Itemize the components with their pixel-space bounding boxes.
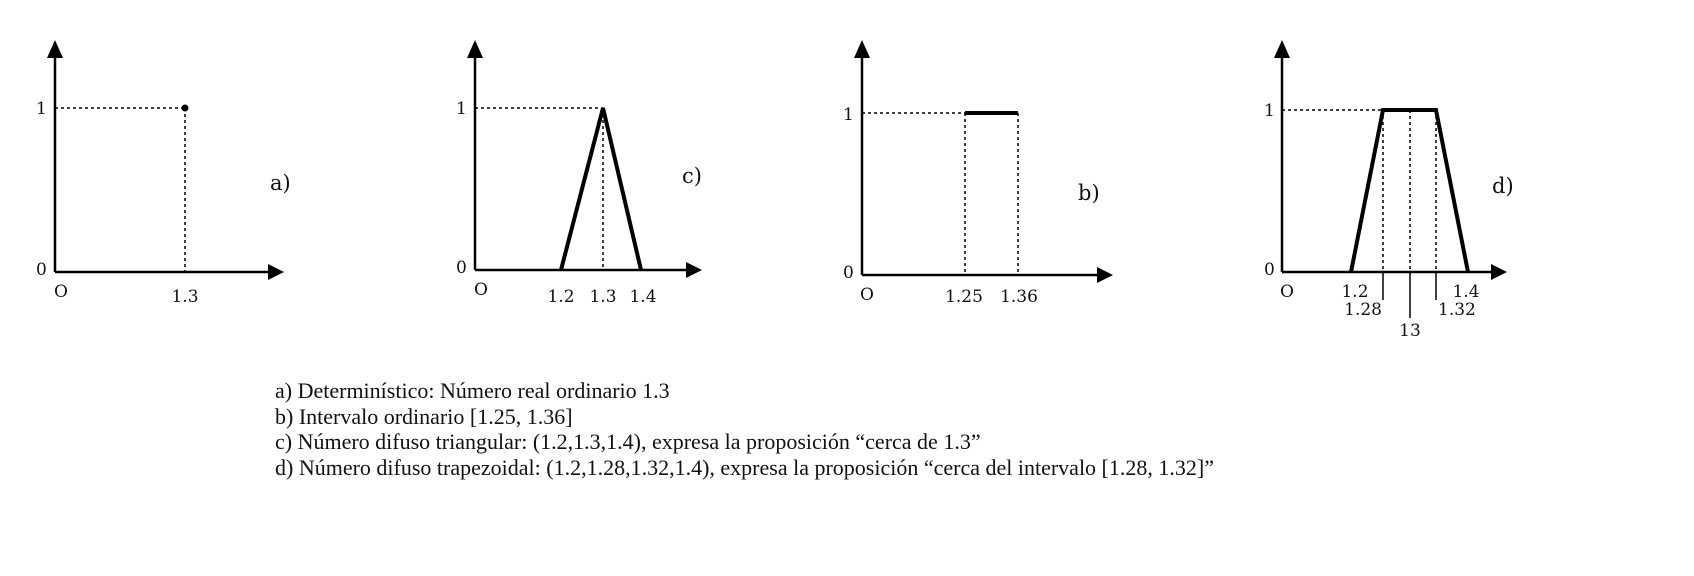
x-axis-arrow (268, 264, 284, 280)
x-label: 13 (1399, 321, 1421, 341)
caption-line-b: b) Intervalo ordinario [1.25, 1.36] (275, 403, 573, 429)
panel-tag: a) (270, 171, 291, 195)
y-axis-arrow (1274, 40, 1290, 58)
x-axis-arrow (1097, 267, 1113, 283)
panel-b: 1 0 O 1.25 1.36 b) (843, 40, 1113, 307)
panel-c: 1 0 O 1.2 1.3 1.4 c) (456, 40, 702, 307)
y-zero-label: 0 (36, 260, 47, 280)
caption-line-d: d) Número difuso trapezoidal: (1.2,1.28,… (275, 454, 1214, 480)
caption-line-c: c) Número difuso triangular: (1.2,1.3,1.… (275, 429, 981, 454)
x-label: 1.4 (629, 287, 656, 307)
x-label: 1.4 (1452, 282, 1479, 302)
y-zero-label: 0 (843, 263, 854, 283)
caption: a) Determinístico: Número real ordinario… (275, 378, 1214, 480)
x-axis-arrow (1491, 264, 1507, 280)
origin-label: O (1280, 282, 1294, 302)
y-zero-label: 0 (1264, 260, 1275, 280)
y-top-label: 1 (36, 99, 47, 119)
x-label: 1.28 (1344, 300, 1382, 320)
y-axis-arrow (47, 40, 63, 58)
x-label: 1.2 (1341, 282, 1368, 302)
y-top-label: 1 (456, 99, 467, 119)
panel-tag: b) (1078, 181, 1100, 205)
panel-d: 1 0 O 1.2 1.28 1.32 1.4 13 d) (1264, 40, 1514, 341)
x-axis-arrow (686, 262, 702, 278)
y-axis-arrow (467, 40, 483, 58)
panel-tag: c) (682, 164, 702, 188)
panel-tag: d) (1492, 174, 1514, 198)
caption-line-a: a) Determinístico: Número real ordinario… (275, 378, 670, 403)
origin-label: O (54, 282, 68, 302)
x-label: 1.2 (547, 287, 574, 307)
y-top-label: 1 (843, 105, 854, 125)
x-label: 1.36 (1000, 287, 1038, 307)
x-label: 1.32 (1438, 300, 1476, 320)
trapezoidal-membership (1349, 108, 1470, 273)
x-label: 1.25 (945, 287, 983, 307)
triangular-membership (559, 107, 643, 271)
panel-a: 1 0 O 1.3 a) (36, 40, 291, 307)
x-label: 1.3 (171, 287, 198, 307)
y-top-label: 1 (1264, 101, 1275, 121)
y-zero-label: 0 (456, 258, 467, 278)
x-label: 1.3 (589, 287, 616, 307)
y-axis-arrow (854, 40, 870, 58)
origin-label: O (860, 285, 874, 305)
origin-label: O (474, 280, 488, 300)
crisp-point (181, 104, 189, 112)
